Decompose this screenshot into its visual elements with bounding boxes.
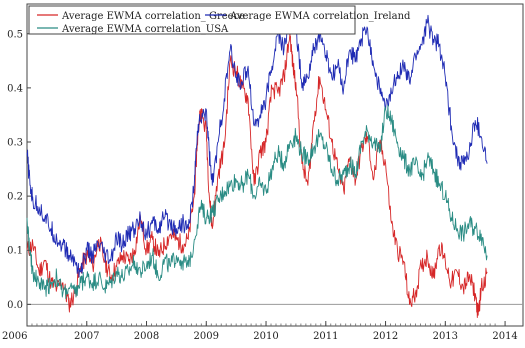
x-tick-label: 2009 — [194, 331, 219, 342]
y-tick-label: 0.0 — [7, 300, 23, 311]
legend-label-greece: Average EWMA correlation_ Greece — [61, 11, 245, 22]
x-tick-label: 2011 — [313, 331, 338, 342]
x-tick-label: 2010 — [253, 331, 278, 342]
legend-box — [28, 5, 356, 35]
x-tick-label: 2013 — [433, 331, 458, 342]
y-tick-label: 0.2 — [7, 192, 23, 203]
plot-frame — [26, 3, 524, 327]
legend-label-usa: Average EWMA correlation_USA — [61, 24, 229, 35]
series-line-ireland — [26, 7, 488, 278]
x-tick-label: 2007 — [74, 331, 99, 342]
y-tick-label: 0.4 — [7, 83, 23, 94]
series-layer — [26, 7, 488, 318]
series-line-greece — [26, 33, 488, 318]
x-tick-label: 2012 — [373, 331, 398, 342]
x-axis: 2006 2007 2008 2009 2010 2011 2012 2013 2014 — [2, 321, 518, 342]
x-tick-label: 2006 — [2, 331, 27, 342]
y-tick-label: 0.3 — [7, 138, 23, 149]
y-tick-label: 0.5 — [7, 29, 23, 40]
x-tick-label: 2014 — [492, 331, 517, 342]
legend: Average EWMA correlation_ Greece Average… — [28, 5, 411, 35]
x-tick-label: 2008 — [134, 331, 159, 342]
y-tick-label: 0.1 — [7, 246, 23, 257]
series-line-usa — [26, 104, 488, 300]
legend-label-ireland: Average EWMA correlation_Ireland — [229, 11, 411, 22]
